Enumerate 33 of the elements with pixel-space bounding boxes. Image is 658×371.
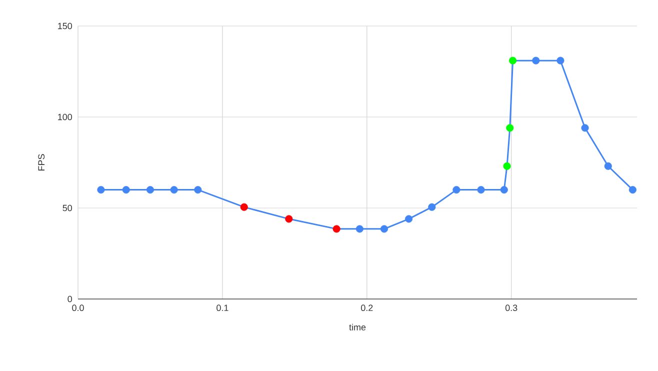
- point: [581, 124, 589, 132]
- point: [500, 186, 508, 194]
- point: [285, 215, 293, 223]
- point: [428, 203, 436, 211]
- x-tick-label: 0.1: [216, 304, 228, 311]
- point: [122, 186, 130, 194]
- point: [506, 124, 514, 132]
- y-tick-label: 150: [58, 22, 72, 30]
- y-tick-label: 100: [58, 114, 72, 120]
- x-axis-title: time: [349, 324, 366, 330]
- point: [532, 56, 540, 64]
- x-tick-label: 0.2: [361, 304, 373, 311]
- point: [146, 186, 154, 194]
- x-tick-label: 0.3: [505, 304, 518, 311]
- point: [556, 56, 564, 64]
- point: [240, 203, 248, 211]
- point: [97, 186, 105, 194]
- point: [404, 215, 413, 223]
- point: [194, 186, 202, 194]
- point: [452, 186, 460, 194]
- point: [477, 186, 485, 194]
- point: [503, 162, 511, 170]
- point: [380, 225, 388, 233]
- point: [509, 56, 517, 64]
- y-tick-label: 0: [68, 296, 72, 302]
- y-tick-label: 50: [62, 204, 72, 212]
- point: [356, 225, 364, 233]
- point: [332, 225, 340, 233]
- point: [628, 186, 636, 194]
- x-tick-label: 0.0: [72, 304, 84, 311]
- y-axis-title: FPS: [38, 154, 45, 170]
- point: [170, 186, 178, 194]
- point: [604, 162, 612, 170]
